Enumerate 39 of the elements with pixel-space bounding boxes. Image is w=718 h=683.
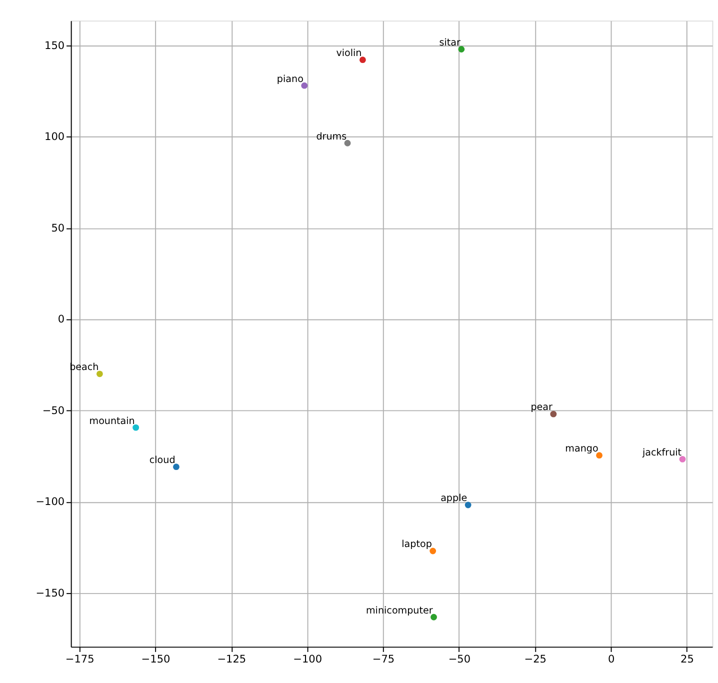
y-tick-label: −100 — [36, 496, 65, 508]
point — [430, 548, 436, 554]
point — [132, 424, 140, 431]
point — [344, 140, 351, 146]
point — [96, 370, 103, 378]
x-tick-label: −125 — [217, 653, 246, 666]
series-label: mountain — [89, 416, 135, 427]
x-tick-label: −25 — [524, 653, 546, 666]
x-tick-label: −50 — [448, 653, 471, 666]
series-label: apple — [440, 493, 468, 504]
y-tick-label: 100 — [44, 131, 65, 144]
y-tick-label: 150 — [44, 40, 65, 52]
y-tick-label: −150 — [36, 588, 65, 600]
x-tick-label: −175 — [65, 653, 94, 666]
point — [464, 502, 472, 508]
x-tick-label: −75 — [372, 653, 395, 666]
series-label: jackfruit — [641, 447, 682, 458]
x-tick-label: 25 — [680, 653, 694, 666]
point — [301, 82, 308, 89]
series-label: piano — [276, 74, 304, 85]
x-tick-label: −150 — [141, 653, 170, 666]
point — [359, 56, 366, 64]
y-tick-label: 0 — [58, 314, 65, 326]
series-label: cloud — [149, 455, 176, 466]
series-label: mango — [565, 444, 598, 455]
point — [173, 464, 180, 470]
series-label: drums — [316, 131, 347, 142]
series-label: violin — [336, 48, 362, 60]
point — [550, 410, 557, 418]
series-label: minicomputer — [366, 605, 433, 616]
y-tick-label: −50 — [42, 404, 65, 417]
series-label: sitar — [439, 37, 461, 48]
y-tick-label: 50 — [51, 222, 65, 234]
series-label: pear — [530, 402, 553, 414]
point — [458, 46, 465, 52]
point — [596, 452, 602, 459]
x-tick-label: −100 — [293, 653, 322, 666]
series-label: laptop — [402, 539, 432, 550]
x-tick-label: 0 — [608, 653, 615, 666]
